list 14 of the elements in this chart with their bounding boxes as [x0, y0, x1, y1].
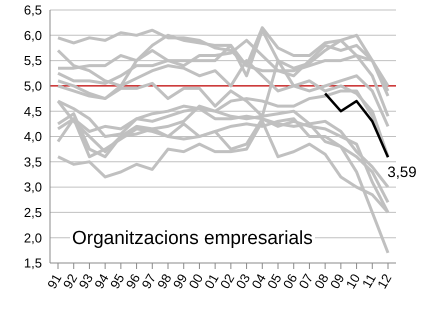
- x-tick-label: 91: [44, 271, 64, 292]
- y-tick-label: 1,5: [24, 256, 42, 271]
- y-tick-label: 5,0: [24, 78, 42, 94]
- y-tick-label: 2,0: [24, 230, 42, 246]
- y-tick-label: 3,5: [24, 154, 42, 170]
- y-tick-label: 4,5: [24, 104, 42, 119]
- y-tick-label: 6,0: [24, 28, 42, 43]
- y-tick-label: 6,5: [24, 2, 42, 18]
- y-tick-label: 4,0: [24, 129, 42, 144]
- y-tick-label: 5,5: [24, 53, 42, 68]
- y-tick-label: 3,0: [24, 180, 42, 195]
- data-label: 3,59: [387, 164, 417, 182]
- y-tick-label: 2,5: [24, 205, 42, 220]
- annotation: Organitzacions empresarials: [70, 228, 315, 250]
